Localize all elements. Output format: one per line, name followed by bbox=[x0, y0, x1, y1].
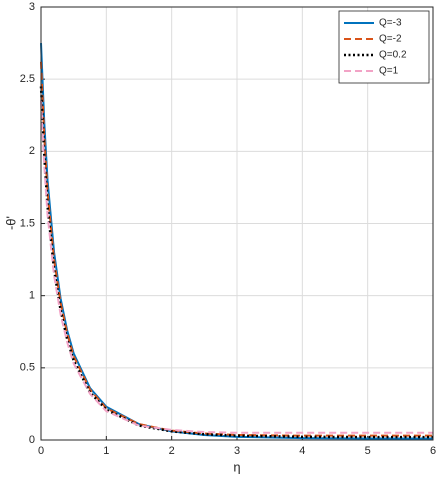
x-tick-label: 4 bbox=[299, 445, 305, 457]
legend-label: Q=1 bbox=[379, 66, 399, 77]
legend-label: Q=-2 bbox=[379, 34, 402, 45]
x-tick-label: 2 bbox=[169, 445, 175, 457]
x-tick-label: 3 bbox=[234, 445, 240, 457]
legend-label: Q=0.2 bbox=[379, 50, 407, 61]
x-tick-label: 1 bbox=[103, 445, 109, 457]
legend-label: Q=-3 bbox=[379, 18, 402, 29]
x-tick-label: 6 bbox=[430, 445, 436, 457]
y-tick-label: 3 bbox=[29, 1, 35, 13]
y-tick-label: 1.5 bbox=[20, 217, 35, 229]
x-tick-label: 0 bbox=[38, 445, 44, 457]
x-tick-label: 5 bbox=[365, 445, 371, 457]
y-tick-label: 0 bbox=[29, 434, 35, 446]
plot-frame bbox=[40, 6, 434, 441]
data-line bbox=[40, 61, 433, 437]
y-tick-label: 2.5 bbox=[20, 73, 35, 85]
y-tick-label: 1 bbox=[29, 290, 35, 302]
y-tick-label: 2 bbox=[29, 145, 35, 157]
x-axis-label: η bbox=[233, 459, 240, 474]
y-tick-label: 0.5 bbox=[20, 362, 35, 374]
y-axis-label: -θ' bbox=[3, 216, 18, 230]
data-line bbox=[40, 100, 433, 434]
